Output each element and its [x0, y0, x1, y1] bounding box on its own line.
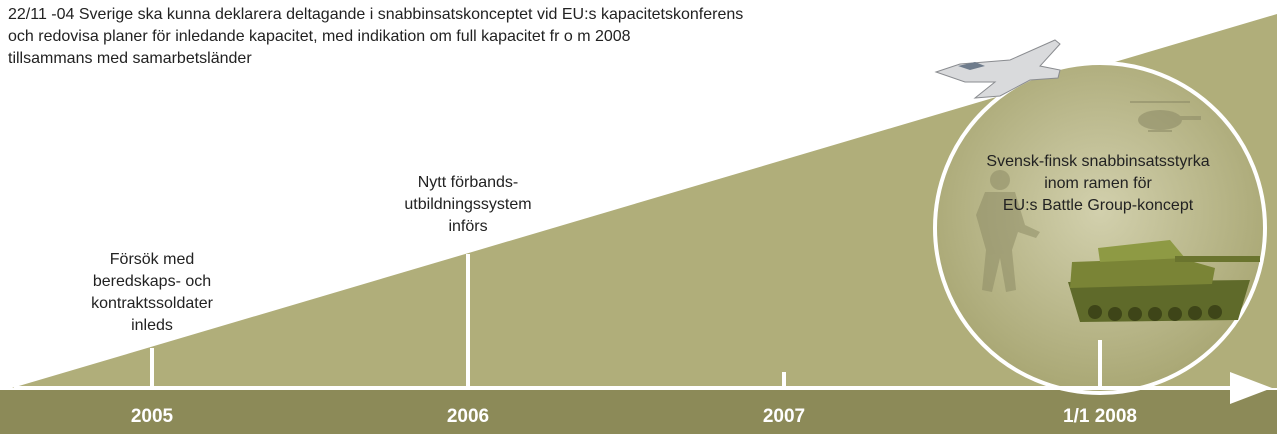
milestone-text: utbildningssystem [404, 196, 531, 213]
circle-text: EU:s Battle Group-koncept [1003, 197, 1194, 214]
header-line: 22/11 -04 Sverige ska kunna deklarera de… [8, 6, 743, 23]
circle-text: Svensk-finsk snabbinsatsstyrka [986, 153, 1209, 170]
milestone-text: Nytt förbands- [418, 174, 518, 191]
milestone-text: beredskaps- och [93, 273, 211, 290]
milestone-text: införs [448, 218, 487, 235]
year-label: 2006 [447, 406, 489, 427]
milestone-text: kontraktssoldater [91, 295, 214, 312]
year-label: 2007 [763, 406, 805, 427]
header-line: tillsammans med samarbetsländer [8, 50, 252, 67]
timeline-diagram: 22/11 -04 Sverige ska kunna deklarera de… [0, 0, 1277, 434]
circle-text: inom ramen för [1044, 175, 1152, 192]
header-line: och redovisa planer för inledande kapaci… [8, 28, 631, 45]
year-label: 2005 [131, 406, 174, 427]
milestone-text: Försök med [110, 251, 194, 268]
milestone-text: inleds [131, 317, 173, 334]
year-label: 1/1 2008 [1063, 406, 1137, 427]
